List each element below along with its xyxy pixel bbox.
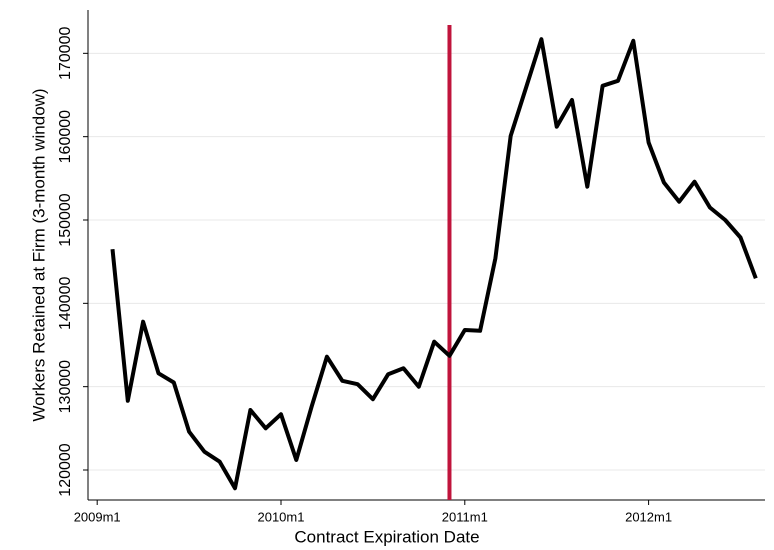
x-tick-label: 2012m1	[625, 509, 672, 524]
y-tick-label: 170000	[57, 27, 74, 80]
y-tick-label: 130000	[57, 360, 74, 413]
x-axis-title: Contract Expiration Date	[294, 527, 479, 546]
y-tick-label: 150000	[57, 193, 74, 246]
y-axis-title: Workers Retained at Firm (3-month window…	[29, 88, 48, 421]
x-tick-label: 2011m1	[442, 509, 488, 524]
x-tick-label: 2010m1	[257, 509, 304, 524]
y-tick-label: 160000	[57, 110, 74, 163]
y-tick-label: 140000	[57, 277, 74, 330]
data-line	[110, 37, 758, 491]
y-tick-label: 120000	[57, 443, 74, 496]
x-tick-label: 2009m1	[74, 509, 121, 524]
